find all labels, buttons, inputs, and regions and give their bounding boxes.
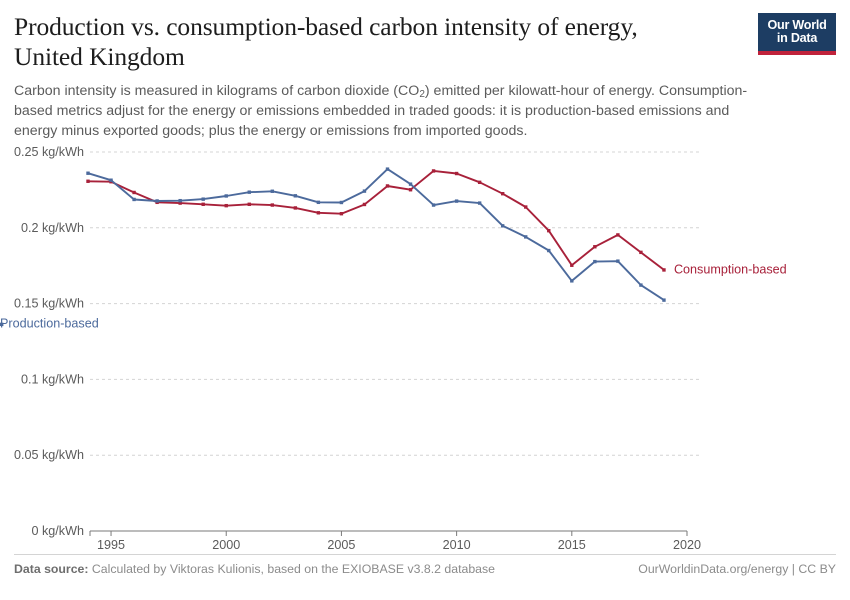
chart-footer: Data source: Calculated by Viktoras Kuli…: [14, 554, 836, 588]
chart-subtitle: Carbon intensity is measured in kilogram…: [14, 81, 754, 141]
data-point-marker[interactable]: [524, 205, 528, 209]
data-point-marker[interactable]: [408, 188, 413, 192]
y-axis-tick-label: 0 kg/kWh: [32, 524, 85, 538]
y-axis-tick-label: 0.2 kg/kWh: [21, 221, 84, 235]
series-label-production-based[interactable]: Production-based: [0, 317, 99, 331]
data-point-marker[interactable]: [86, 171, 90, 175]
data-point-marker[interactable]: [477, 201, 482, 205]
data-point-marker[interactable]: [616, 259, 620, 263]
data-point-marker[interactable]: [593, 245, 597, 249]
x-axis-tick-label: 2015: [558, 538, 586, 552]
data-point-marker[interactable]: [431, 169, 436, 173]
data-point-marker[interactable]: [454, 171, 459, 176]
y-axis-tick-label: 0.15 kg/kWh: [14, 297, 84, 311]
data-point-marker[interactable]: [178, 201, 182, 205]
x-axis-tick-label: 2020: [673, 538, 701, 552]
data-point-marker[interactable]: [316, 211, 321, 215]
data-point-marker[interactable]: [132, 190, 136, 195]
page-title: Production vs. consumption-based carbon …: [14, 12, 638, 72]
subtitle-part-2: ) emitted per kilowatt-hour of energy. C…: [14, 83, 748, 140]
data-point-marker[interactable]: [454, 199, 459, 203]
data-point-marker[interactable]: [362, 189, 367, 193]
data-point-marker[interactable]: [109, 178, 113, 182]
data-point-marker[interactable]: [570, 279, 574, 283]
data-point-marker[interactable]: [86, 179, 90, 183]
data-point-marker[interactable]: [293, 194, 298, 198]
data-series-group[interactable]: [0, 167, 666, 327]
gridlines-group: [90, 151, 700, 456]
data-point-marker[interactable]: [570, 263, 574, 267]
license-note[interactable]: OurWorldinData.org/energy | CC BY: [638, 562, 836, 576]
data-point-marker[interactable]: [477, 180, 482, 185]
data-point-marker[interactable]: [270, 203, 275, 207]
y-axis-tick-labels: 0 kg/kWh 0.05 kg/kWh 0.1 kg/kWh 0.15 kg/kWh…: [14, 145, 84, 538]
data-point-marker[interactable]: [524, 235, 528, 239]
data-point-marker[interactable]: [547, 228, 551, 233]
data-point-marker[interactable]: [500, 191, 505, 196]
logo-line-2: in Data: [776, 31, 818, 45]
series-inline-legend[interactable]: Consumption-based Production-based: [0, 262, 787, 330]
data-point-marker[interactable]: [385, 167, 390, 171]
data-point-marker[interactable]: [316, 200, 321, 205]
series-line-production-based[interactable]: [87, 168, 665, 302]
y-axis-tick-label: 0.25 kg/kWh: [14, 145, 84, 159]
x-axis-tick-label: 2005: [327, 538, 355, 552]
subtitle-subscript: 2: [419, 89, 425, 101]
subtitle-part-1: Carbon intensity is measured in kilogram…: [14, 83, 420, 100]
data-point-marker[interactable]: [362, 202, 367, 207]
data-point-marker[interactable]: [662, 268, 666, 272]
data-point-marker[interactable]: [178, 198, 182, 203]
data-point-marker[interactable]: [593, 259, 597, 264]
data-point-marker[interactable]: [408, 182, 413, 186]
chart-header: Production vs. consumption-based carbon …: [14, 12, 754, 142]
our-world-in-data-logo[interactable]: Our World in Data: [758, 13, 836, 55]
data-point-marker[interactable]: [339, 200, 344, 205]
data-source-note: Data source: Calculated by Viktoras Kuli…: [14, 562, 495, 576]
x-axis-group: [89, 530, 688, 536]
x-axis-tick-labels: 1995 2000 2005 2010 2015 2020: [97, 538, 701, 552]
data-point-marker[interactable]: [155, 199, 159, 203]
y-axis-tick-label: 0.1 kg/kWh: [21, 372, 84, 386]
data-point-marker[interactable]: [639, 283, 643, 287]
series-label-consumption-based[interactable]: Consumption-based: [674, 262, 787, 276]
data-point-marker[interactable]: [293, 206, 298, 210]
data-source-label: Data source:: [14, 562, 89, 576]
data-point-marker[interactable]: [662, 298, 666, 302]
series-line-consumption-based[interactable]: [87, 169, 665, 271]
data-source-text: Calculated by Viktoras Kulionis, based o…: [88, 562, 495, 576]
y-axis-tick-label: 0.05 kg/kWh: [14, 448, 84, 462]
logo-line-1: Our World: [767, 17, 827, 32]
data-point-marker[interactable]: [270, 189, 275, 193]
data-point-marker[interactable]: [616, 233, 620, 237]
line-chart-svg[interactable]: 0 kg/kWh 0.05 kg/kWh 0.1 kg/kWh 0.15 kg/kWh…: [0, 136, 850, 556]
data-point-marker[interactable]: [339, 212, 344, 216]
chart-plot-area: 0 kg/kWh 0.05 kg/kWh 0.1 kg/kWh 0.15 kg/kWh…: [0, 136, 850, 556]
data-point-marker[interactable]: [385, 184, 390, 188]
data-point-marker[interactable]: [201, 197, 205, 201]
x-axis-tick-label: 1995: [97, 538, 125, 552]
data-point-marker[interactable]: [547, 248, 551, 253]
data-point-marker[interactable]: [132, 197, 136, 202]
data-point-marker[interactable]: [224, 194, 228, 198]
x-axis-tick-label: 2010: [443, 538, 471, 552]
data-point-marker[interactable]: [500, 224, 505, 228]
data-point-marker[interactable]: [639, 250, 643, 255]
data-point-marker[interactable]: [201, 202, 205, 207]
data-point-marker[interactable]: [247, 202, 251, 207]
data-point-marker[interactable]: [247, 190, 251, 194]
data-point-marker[interactable]: [0, 322, 4, 327]
data-point-marker[interactable]: [224, 203, 228, 208]
x-axis-tick-label: 2000: [212, 538, 240, 552]
data-point-marker[interactable]: [431, 203, 436, 207]
